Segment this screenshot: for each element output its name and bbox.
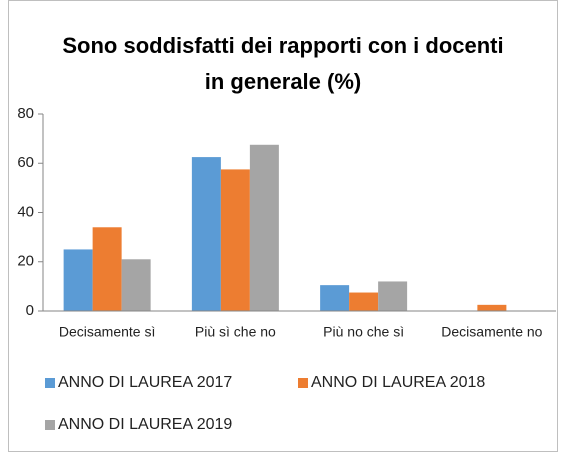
bar <box>477 304 507 311</box>
legend-label: ANNO DI LAUREA 2019 <box>58 416 232 433</box>
x-tick-label: Più no che sì <box>323 324 404 340</box>
chart-title: Sono soddisfatti dei rapporti con i doce… <box>62 33 504 94</box>
bar <box>92 227 122 311</box>
y-tick-label: 60 <box>17 154 34 171</box>
bar <box>349 292 379 311</box>
bar <box>320 285 350 311</box>
bar <box>191 157 221 311</box>
legend-label: ANNO DI LAUREA 2018 <box>311 374 485 391</box>
x-tick-label: Più sì che no <box>195 324 276 340</box>
y-tick-label: 0 <box>26 302 34 319</box>
legend-swatch <box>298 378 308 388</box>
legend-label: ANNO DI LAUREA 2017 <box>58 374 232 391</box>
bar <box>220 169 250 311</box>
y-tick-label: 20 <box>17 253 34 270</box>
legend-swatch <box>45 420 55 430</box>
bar <box>378 281 408 311</box>
y-tick-label: 80 <box>17 105 34 122</box>
y-tick-label: 40 <box>17 203 34 220</box>
x-tick-label: Decisamente no <box>441 324 542 340</box>
legend-swatch <box>45 378 55 388</box>
bar <box>121 259 151 311</box>
x-tick-label: Decisamente sì <box>59 324 155 340</box>
chart-frame <box>8 0 558 452</box>
bar <box>63 249 93 311</box>
bar <box>249 144 279 311</box>
